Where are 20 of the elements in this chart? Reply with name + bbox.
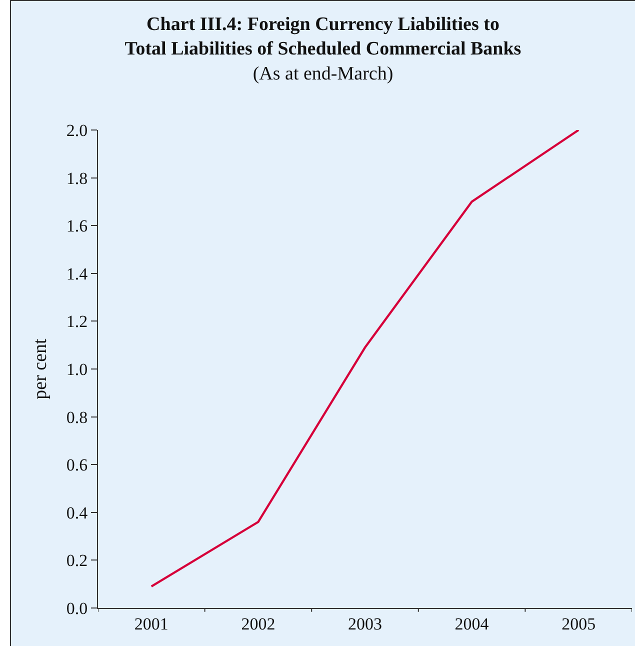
x-tick-label: 2002	[241, 614, 276, 634]
y-tick-label: 1.0	[66, 360, 88, 379]
x-tick-label: 2005	[562, 614, 596, 634]
y-tick-label: 0.6	[66, 456, 88, 475]
y-tick-label: 1.4	[66, 264, 88, 284]
y-tick-label: 1.8	[66, 168, 88, 188]
y-axis-title: per cent	[30, 338, 52, 400]
x-tick-label: 2001	[134, 614, 168, 634]
y-tick-label: 2.0	[66, 120, 88, 140]
y-tick-label: 0.0	[66, 598, 88, 618]
y-tick-label: 0.8	[66, 408, 88, 427]
x-tick-label: 2003	[348, 614, 382, 634]
x-tick-label: 2004	[454, 614, 490, 634]
chart-title: Chart III.4: Foreign Currency Liabilities to Total Liabilities of Scheduled Commercial Banks	[124, 14, 522, 60]
y-tick-label: 1.6	[66, 216, 88, 236]
y-tick-label: 1.2	[66, 312, 88, 332]
chart-subtitle: (As at end-March)	[252, 63, 394, 84]
y-tick-label: 0.4	[66, 503, 88, 522]
line-series	[150, 130, 580, 588]
y-tick-label: 0.2	[66, 551, 88, 570]
